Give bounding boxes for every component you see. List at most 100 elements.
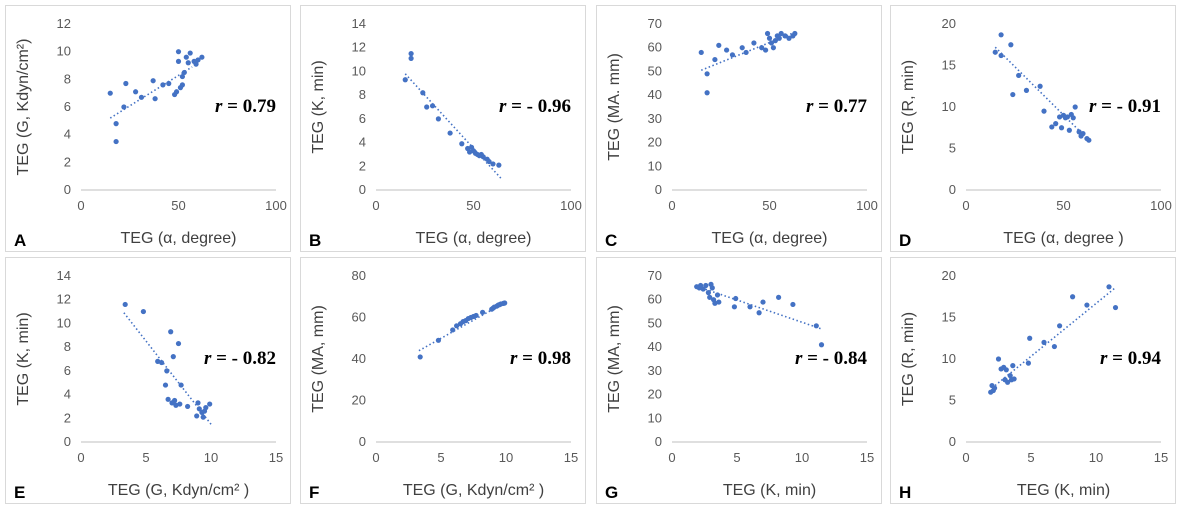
data-point [1080, 130, 1086, 137]
y-tick-label: 12 [57, 292, 71, 307]
y-tick-label: 40 [648, 87, 662, 102]
x-tick-label: 10 [1089, 450, 1103, 465]
y-tick-label: 8 [64, 339, 71, 354]
data-point [121, 104, 127, 110]
x-tick-label: 0 [77, 450, 84, 465]
chart-h: 0 5 10 15 20 0 5 10 15 TEG (K, min) TEG (R, min) r … [899, 268, 1168, 502]
data-point [1023, 87, 1030, 93]
y-tick-label: 40 [648, 339, 662, 354]
y-tick-label: 15 [942, 58, 956, 73]
y-tick-label: 40 [352, 351, 366, 366]
data-point [1007, 373, 1013, 379]
data-point [772, 38, 778, 44]
trendline [404, 73, 502, 179]
data-point [1076, 129, 1082, 135]
data-point [778, 30, 784, 37]
panel-letter: E [14, 483, 25, 502]
data-point [763, 47, 769, 53]
x-axis-title: TEG (α, degree) [121, 230, 237, 247]
y-tick-label: 50 [648, 63, 662, 78]
data-point [729, 52, 736, 58]
data-point [776, 294, 782, 300]
data-point [138, 94, 145, 100]
panel-letter: A [14, 231, 26, 250]
data-point [179, 73, 185, 80]
data-point [195, 400, 201, 406]
data-point [786, 35, 792, 41]
data-point [1084, 302, 1090, 308]
y-tick-label: 70 [648, 16, 662, 31]
data-point [1070, 115, 1076, 121]
y-tick-label: 12 [352, 40, 366, 55]
data-point [429, 103, 436, 109]
y-axis-title: TEG (MA. mm) [606, 53, 623, 161]
y-axis-title: TEG (K, min) [15, 312, 32, 405]
data-point [133, 89, 139, 95]
data-point [181, 69, 187, 76]
data-point [731, 304, 737, 310]
data-point [185, 60, 191, 66]
panel-letter: H [899, 483, 911, 502]
y-axis-title: TEG (R, min) [900, 312, 917, 406]
data-point [187, 50, 193, 56]
y-tick-label: 70 [648, 268, 662, 283]
data-point [1041, 339, 1047, 345]
data-point [172, 397, 178, 404]
x-tick-label: 0 [668, 450, 675, 465]
y-tick-label: 0 [655, 434, 662, 449]
correlation-label: r = 0.98 [510, 348, 571, 369]
data-point [716, 42, 722, 48]
data-point [447, 130, 453, 136]
y-tick-label: 6 [64, 363, 71, 378]
data-point [152, 96, 158, 102]
y-tick-label: 4 [359, 135, 366, 150]
y-tick-label: 10 [942, 99, 956, 114]
x-axis-title: TEG (G, Kdyn/cm² ) [403, 482, 544, 499]
data-point [159, 359, 165, 366]
x-tick-label: 0 [668, 198, 675, 213]
y-axis-title: TEG (G, Kdyn/cm²) [15, 39, 32, 176]
correlation-label: r = - 0.91 [1089, 96, 1161, 117]
panel-letter: F [309, 483, 319, 502]
x-tick-label: 100 [1150, 198, 1172, 213]
panel-c: 0 10 20 30 40 50 60 70 0 50 100 TEG (α, degree) TEG … [596, 5, 882, 252]
y-axis-title: TEG (MA, mm) [310, 305, 327, 413]
data-point [1016, 72, 1022, 79]
y-tick-label: 30 [648, 363, 662, 378]
correlation-label: r = 0.79 [215, 96, 276, 117]
y-tick-label: 20 [942, 16, 956, 31]
data-point [707, 294, 713, 300]
y-tick-label: 10 [57, 44, 71, 59]
x-axis-title: TEG (α, degree) [416, 230, 532, 247]
data-point [1057, 323, 1063, 329]
data-point [417, 354, 423, 360]
data-point [200, 414, 206, 420]
data-point [790, 301, 796, 308]
x-tick-label: 10 [795, 450, 809, 465]
data-point [709, 285, 715, 291]
y-tick-label: 5 [949, 393, 956, 408]
data-point [712, 56, 718, 63]
y-tick-label: 12 [57, 16, 71, 31]
y-tick-label: 14 [352, 16, 366, 31]
data-point [751, 40, 757, 46]
correlation-label: r = - 0.84 [795, 348, 868, 369]
data-point [113, 138, 119, 145]
data-point [207, 401, 213, 407]
data-point [1053, 121, 1059, 127]
data-point [177, 401, 183, 407]
y-tick-label: 8 [359, 87, 366, 102]
data-point [424, 104, 430, 110]
panel-a: 0 2 4 6 8 10 12 0 50 100 TEG (α, degree) TEG (G, Kd… [5, 5, 291, 252]
data-point [435, 116, 441, 122]
data-point [490, 161, 496, 167]
data-point [122, 301, 128, 308]
data-point [179, 82, 185, 88]
data-point [705, 290, 711, 296]
data-point [402, 77, 408, 83]
data-point [502, 300, 508, 306]
y-tick-label: 20 [942, 268, 956, 283]
y-tick-label: 0 [655, 182, 662, 197]
data-point [776, 35, 782, 41]
data-point [164, 368, 170, 374]
